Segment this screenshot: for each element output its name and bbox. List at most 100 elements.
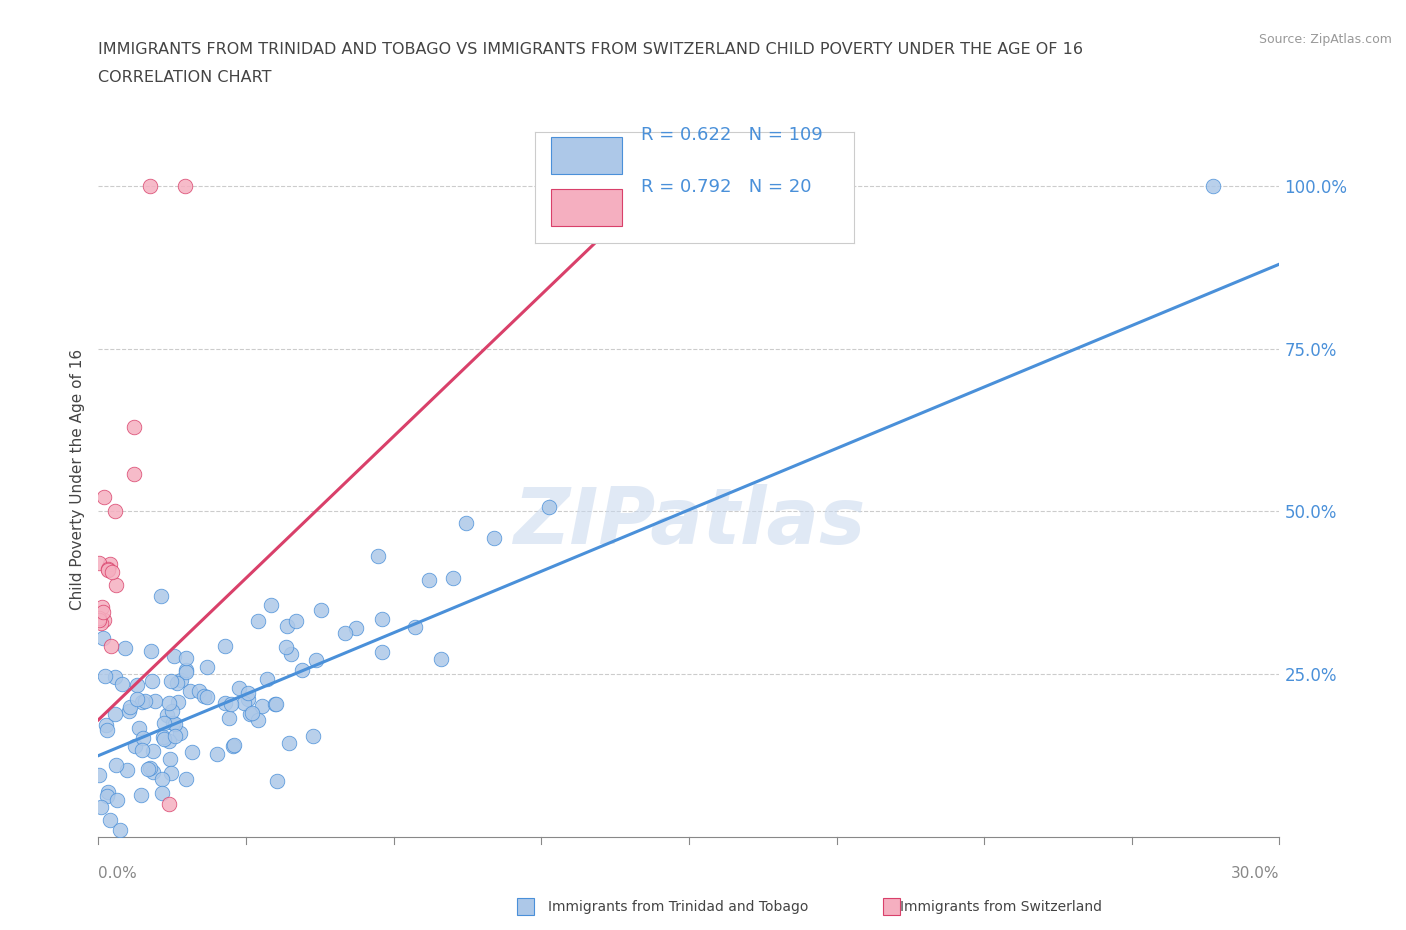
Point bbox=[114, 640, 136, 655]
Point bbox=[105, 578, 128, 592]
Point bbox=[104, 706, 127, 721]
Point bbox=[302, 728, 325, 743]
Point bbox=[214, 696, 236, 711]
Point bbox=[240, 705, 263, 720]
Point bbox=[131, 743, 153, 758]
Point bbox=[125, 692, 148, 707]
Point bbox=[96, 718, 118, 733]
Point bbox=[87, 767, 110, 782]
Point bbox=[132, 731, 155, 746]
Point bbox=[454, 516, 477, 531]
Point bbox=[1201, 179, 1223, 193]
Point bbox=[174, 665, 197, 680]
Point bbox=[98, 557, 121, 572]
Point bbox=[195, 659, 218, 674]
Point bbox=[150, 771, 173, 786]
Point bbox=[266, 697, 288, 711]
Point bbox=[344, 620, 367, 635]
Point bbox=[111, 677, 134, 692]
Point bbox=[152, 730, 174, 745]
Point bbox=[266, 774, 288, 789]
Point bbox=[91, 599, 114, 614]
Point bbox=[277, 736, 299, 751]
Point bbox=[159, 733, 181, 748]
Point bbox=[418, 573, 440, 588]
Text: 30.0%: 30.0% bbox=[1232, 866, 1279, 881]
Point bbox=[141, 674, 163, 689]
Point bbox=[93, 490, 115, 505]
Point bbox=[233, 696, 256, 711]
Point bbox=[371, 644, 394, 659]
Point bbox=[96, 723, 118, 737]
Point bbox=[218, 711, 240, 725]
Point bbox=[122, 419, 145, 434]
Point bbox=[150, 785, 173, 800]
Point bbox=[169, 725, 191, 740]
Point bbox=[124, 739, 146, 754]
Point bbox=[87, 613, 110, 628]
Point bbox=[93, 612, 115, 627]
Point bbox=[101, 565, 124, 579]
Point bbox=[153, 731, 176, 746]
Point bbox=[538, 499, 561, 514]
Point bbox=[484, 530, 506, 545]
Point bbox=[165, 716, 187, 731]
Point bbox=[97, 561, 120, 576]
Point bbox=[181, 744, 204, 759]
Point bbox=[160, 703, 183, 718]
Point bbox=[120, 699, 142, 714]
Point bbox=[118, 703, 141, 718]
Point bbox=[96, 789, 118, 804]
Point bbox=[207, 747, 229, 762]
Point bbox=[142, 744, 165, 759]
Text: CORRELATION CHART: CORRELATION CHART bbox=[98, 70, 271, 85]
Point bbox=[90, 800, 112, 815]
Point bbox=[104, 504, 127, 519]
Point bbox=[174, 179, 197, 193]
Point bbox=[129, 788, 152, 803]
Point bbox=[128, 720, 150, 735]
Point bbox=[97, 563, 120, 578]
Point bbox=[105, 792, 128, 807]
Point bbox=[219, 697, 242, 711]
Point bbox=[104, 758, 127, 773]
Point bbox=[94, 669, 117, 684]
Point bbox=[134, 694, 156, 709]
Point bbox=[276, 618, 298, 633]
Point bbox=[228, 680, 250, 695]
Point bbox=[98, 813, 121, 828]
Point bbox=[285, 613, 308, 628]
Point bbox=[163, 728, 186, 743]
Text: IMMIGRANTS FROM TRINIDAD AND TOBAGO VS IMMIGRANTS FROM SWITZERLAND CHILD POVERTY: IMMIGRANTS FROM TRINIDAD AND TOBAGO VS I… bbox=[98, 42, 1084, 57]
Point bbox=[104, 670, 127, 684]
Point bbox=[193, 688, 215, 703]
Point bbox=[174, 771, 197, 786]
Point bbox=[252, 698, 274, 713]
Point bbox=[222, 737, 245, 752]
Point bbox=[174, 650, 197, 665]
Point bbox=[291, 662, 314, 677]
Text: Immigrants from Trinidad and Tobago: Immigrants from Trinidad and Tobago bbox=[548, 899, 808, 914]
Point bbox=[155, 708, 177, 723]
Text: 0.0%: 0.0% bbox=[98, 866, 138, 881]
Point bbox=[441, 570, 464, 585]
Point bbox=[138, 179, 160, 193]
Point bbox=[87, 611, 110, 626]
Point bbox=[276, 640, 298, 655]
Point bbox=[333, 626, 356, 641]
Point bbox=[166, 675, 188, 690]
Point bbox=[263, 696, 285, 711]
Point bbox=[169, 672, 191, 687]
Text: ZIPatlas: ZIPatlas bbox=[513, 484, 865, 560]
Text: Source: ZipAtlas.com: Source: ZipAtlas.com bbox=[1258, 33, 1392, 46]
Point bbox=[139, 644, 162, 658]
Point bbox=[157, 797, 180, 812]
Point bbox=[179, 684, 201, 698]
Point bbox=[90, 616, 112, 631]
Point bbox=[239, 706, 262, 721]
Point bbox=[131, 695, 153, 710]
Point bbox=[195, 690, 218, 705]
Point bbox=[162, 716, 184, 731]
Y-axis label: Child Poverty Under the Age of 16: Child Poverty Under the Age of 16 bbox=[70, 349, 86, 609]
Point bbox=[159, 751, 181, 766]
